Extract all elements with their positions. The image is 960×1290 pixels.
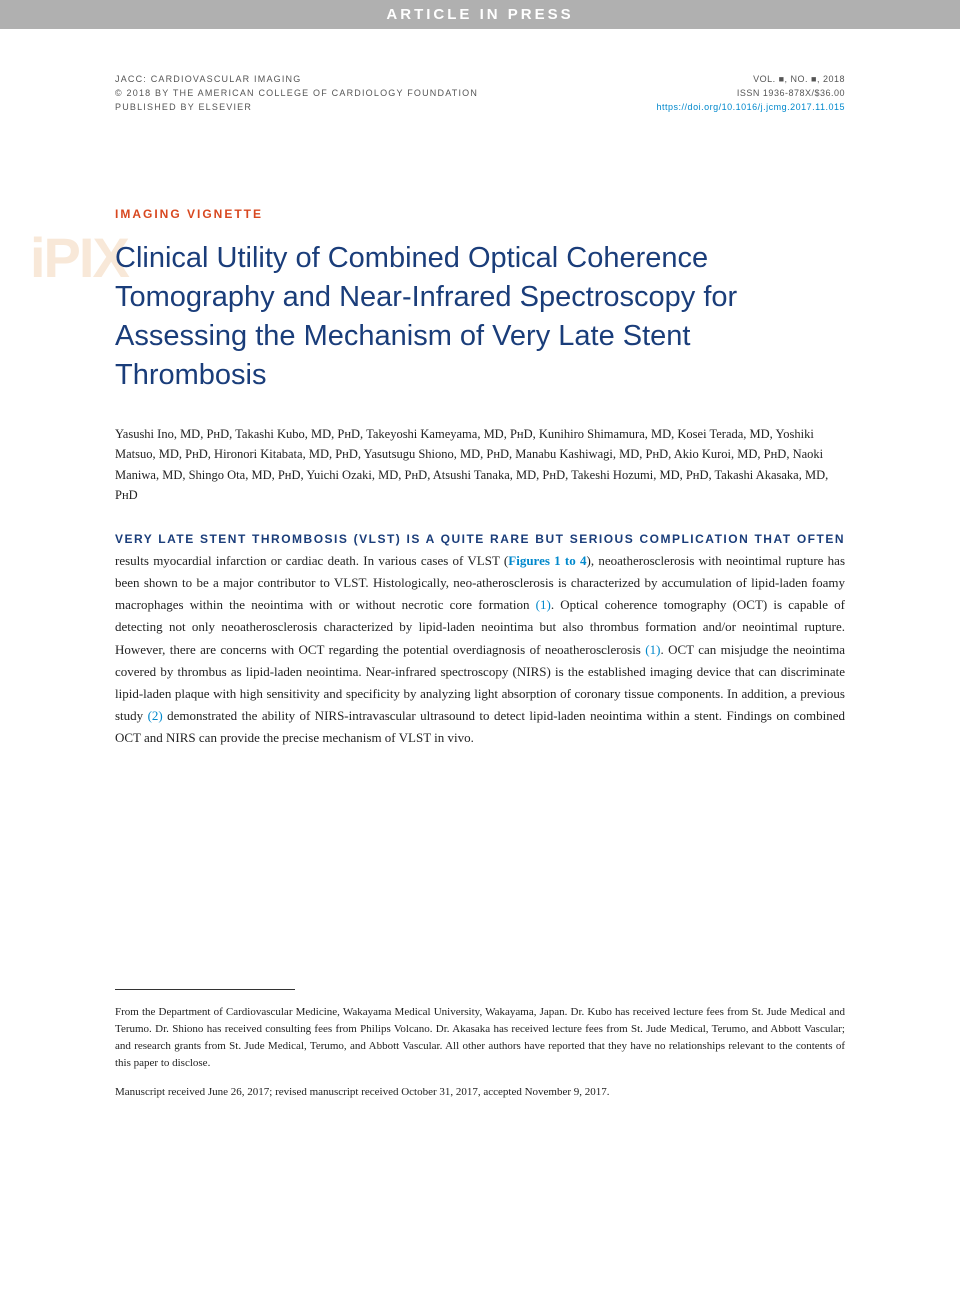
page-content: iPIX JACC: CARDIOVASCULAR IMAGING VOL. ■… [0, 29, 960, 1153]
volume-info: VOL. ■, NO. ■, 2018 [753, 74, 845, 84]
lead-text: VERY LATE STENT THROMBOSIS (VLST) IS A Q… [115, 532, 845, 546]
publisher: PUBLISHED BY ELSEVIER [115, 102, 252, 112]
body-text-1a: results myocardial infarction or cardiac… [115, 553, 508, 568]
authors-list: Yasushi Ino, MD, PʜD, Takashi Kubo, MD, … [115, 424, 845, 507]
citation-1a[interactable]: (1) [536, 597, 551, 612]
issn: ISSN 1936-878X/$36.00 [737, 88, 845, 98]
footnote-divider [115, 989, 295, 990]
manuscript-dates: Manuscript received June 26, 2017; revis… [115, 1084, 845, 1101]
affiliation-footnote: From the Department of Cardiovascular Me… [115, 1004, 845, 1072]
body-paragraph: VERY LATE STENT THROMBOSIS (VLST) IS A Q… [115, 528, 845, 749]
doi-link[interactable]: https://doi.org/10.1016/j.jcmg.2017.11.0… [657, 102, 845, 112]
section-label: IMAGING VIGNETTE [115, 207, 845, 221]
journal-name: JACC: CARDIOVASCULAR IMAGING [115, 74, 301, 84]
header-row-1: JACC: CARDIOVASCULAR IMAGING VOL. ■, NO.… [115, 74, 845, 84]
article-in-press-banner: ARTICLE IN PRESS [0, 0, 960, 29]
header-row-2: © 2018 BY THE AMERICAN COLLEGE OF CARDIO… [115, 88, 845, 98]
citation-2[interactable]: (2) [148, 708, 163, 723]
article-title: Clinical Utility of Combined Optical Coh… [115, 239, 845, 396]
figure-reference[interactable]: Figures 1 to 4 [508, 553, 586, 568]
citation-1b[interactable]: (1) [645, 642, 660, 657]
header-row-3: PUBLISHED BY ELSEVIER https://doi.org/10… [115, 102, 845, 112]
copyright: © 2018 BY THE AMERICAN COLLEGE OF CARDIO… [115, 88, 478, 98]
ipix-watermark: iPIX [30, 225, 128, 290]
body-text-1e: demonstrated the ability of NIRS-intrava… [115, 708, 845, 745]
